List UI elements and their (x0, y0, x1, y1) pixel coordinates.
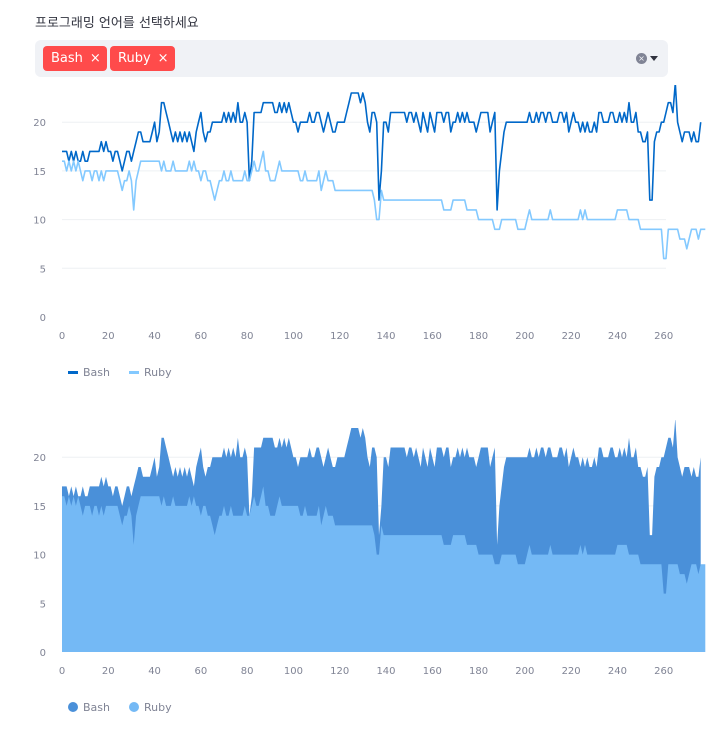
x-tick-label: 20 (102, 666, 115, 677)
x-tick-label: 160 (423, 331, 442, 342)
y-tick-label: 20 (33, 118, 46, 129)
y-tick-label: 5 (40, 599, 46, 610)
chip-label: Bash (51, 51, 83, 66)
x-tick-label: 220 (562, 666, 581, 677)
x-tick-label: 240 (608, 331, 627, 342)
x-tick-label: 100 (284, 331, 303, 342)
legend-label-bash: Bash (83, 366, 110, 379)
legend-swatch-ruby (129, 371, 139, 374)
legend-swatch-bash (68, 702, 78, 712)
x-tick-label: 180 (469, 331, 488, 342)
y-tick-label: 10 (33, 551, 46, 562)
x-tick-label: 200 (515, 331, 534, 342)
y-tick-label: 5 (40, 264, 46, 275)
x-tick-label: 60 (194, 666, 207, 677)
x-tick-label: 140 (376, 666, 395, 677)
series-line-ruby (62, 150, 706, 260)
legend-swatch-ruby (129, 702, 139, 712)
chevron-down-icon[interactable] (650, 56, 658, 61)
legend-label-ruby: Ruby (144, 366, 172, 379)
y-tick-label: 15 (33, 502, 46, 513)
x-tick-label: 120 (330, 331, 349, 342)
language-multiselect[interactable]: Bash × Ruby × × (35, 40, 668, 77)
x-tick-label: 100 (284, 666, 303, 677)
x-tick-label: 80 (241, 331, 254, 342)
y-tick-label: 15 (33, 167, 46, 178)
x-tick-label: 0 (59, 666, 65, 677)
x-tick-label: 0 (59, 331, 65, 342)
chip-remove-icon[interactable]: × (89, 51, 101, 66)
x-tick-label: 180 (469, 666, 488, 677)
x-tick-label: 40 (148, 666, 161, 677)
x-tick-label: 160 (423, 666, 442, 677)
chip-bash: Bash × (43, 46, 107, 71)
y-tick-label: 0 (40, 313, 46, 324)
x-tick-label: 20 (102, 331, 115, 342)
y-tick-label: 20 (33, 453, 46, 464)
legend-swatch-bash (68, 371, 78, 374)
x-tick-label: 200 (515, 666, 534, 677)
series-area-ruby (62, 486, 706, 652)
x-tick-label: 140 (376, 331, 395, 342)
x-tick-label: 40 (148, 331, 161, 342)
x-tick-label: 260 (654, 666, 673, 677)
chip-label: Ruby (118, 51, 151, 66)
clear-all-icon[interactable]: × (636, 53, 647, 64)
series-line-bash (62, 85, 702, 211)
chip-ruby: Ruby × (110, 46, 175, 71)
y-tick-label: 10 (33, 216, 46, 227)
chip-remove-icon[interactable]: × (157, 51, 169, 66)
legend-label-bash: Bash (83, 701, 110, 714)
x-tick-label: 260 (654, 331, 673, 342)
x-tick-label: 120 (330, 666, 349, 677)
y-tick-label: 0 (40, 648, 46, 659)
x-tick-label: 80 (241, 666, 254, 677)
legend-label-ruby: Ruby (144, 701, 172, 714)
x-tick-label: 240 (608, 666, 627, 677)
language-select-label: 프로그래밍 언어를 선택하세요 (35, 16, 199, 31)
x-tick-label: 60 (194, 331, 207, 342)
x-tick-label: 220 (562, 331, 581, 342)
